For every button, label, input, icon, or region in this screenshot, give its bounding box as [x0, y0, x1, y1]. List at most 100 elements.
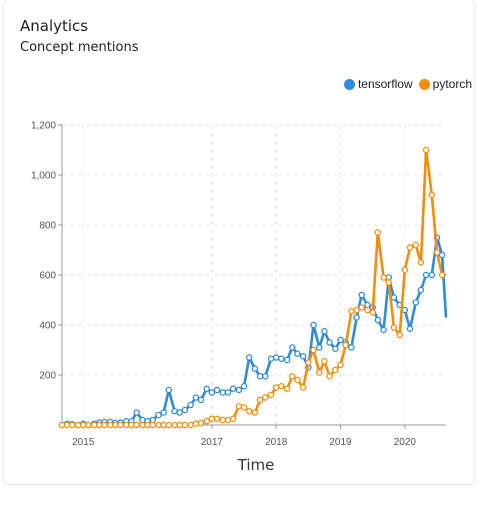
data-point-pytorch	[79, 421, 87, 429]
data-point-pytorch	[438, 271, 446, 279]
y-tick-label: 200	[39, 371, 56, 382]
data-point-pytorch	[412, 241, 420, 249]
data-point-pytorch	[294, 376, 301, 384]
data-point-pytorch	[428, 191, 436, 199]
data-point-tensorflow	[428, 271, 436, 279]
data-point-pytorch	[144, 421, 151, 429]
legend-swatch-tensorflow	[343, 78, 355, 90]
data-point-pytorch	[203, 417, 210, 425]
data-point-pytorch	[85, 421, 92, 429]
data-point-tensorflow	[310, 321, 317, 329]
series-line-pytorch	[62, 148, 446, 427]
data-point-pytorch	[112, 421, 119, 429]
data-point-pytorch	[316, 369, 323, 376]
data-point-tensorflow	[181, 406, 189, 414]
legend-item-tensorflow[interactable]: tensorflow	[343, 77, 413, 91]
data-point-tensorflow	[192, 394, 200, 401]
data-point-pytorch	[364, 306, 371, 314]
data-point-pytorch	[139, 421, 146, 429]
data-point-tensorflow	[374, 316, 382, 324]
data-point-pytorch	[187, 421, 194, 429]
data-point-pytorch	[123, 421, 130, 429]
data-point-pytorch	[58, 421, 66, 429]
data-point-pytorch	[101, 421, 108, 429]
data-point-tensorflow	[321, 327, 328, 335]
data-point-pytorch	[422, 146, 430, 154]
data-point-pytorch	[267, 391, 275, 399]
data-point-pytorch	[278, 382, 285, 390]
data-point-pytorch	[326, 372, 333, 380]
y-tick-label: 1,200	[31, 121, 56, 132]
data-point-tensorflow	[256, 372, 264, 380]
legend-label-pytorch: pytorch	[432, 77, 472, 91]
data-point-pytorch	[171, 421, 178, 429]
data-point-pytorch	[176, 421, 183, 429]
data-point-pytorch	[401, 266, 409, 274]
data-point-tensorflow	[267, 355, 275, 362]
x-axis-title: Time	[237, 456, 275, 474]
data-point-pytorch	[117, 421, 124, 429]
legend-swatch-pytorch	[418, 78, 430, 90]
data-point-tensorflow	[165, 386, 173, 394]
data-point-pytorch	[219, 416, 227, 424]
legend-item-pytorch[interactable]: pytorch	[418, 77, 472, 91]
data-point-tensorflow	[262, 372, 269, 380]
data-point-pytorch	[385, 279, 393, 286]
data-point-pytorch	[192, 420, 200, 427]
data-point-pytorch	[337, 361, 344, 369]
data-point-pytorch	[310, 346, 317, 354]
data-point-tensorflow	[390, 294, 398, 301]
data-point-pytorch	[106, 421, 114, 429]
data-point-tensorflow	[187, 401, 194, 409]
data-point-pytorch	[417, 259, 425, 266]
data-point-pytorch	[433, 249, 441, 256]
data-point-tensorflow	[294, 350, 301, 357]
data-point-pytorch	[390, 324, 398, 331]
data-point-tensorflow	[326, 339, 333, 346]
data-point-pytorch	[289, 372, 296, 380]
data-point-pytorch	[369, 309, 376, 316]
data-point-tensorflow	[316, 344, 323, 351]
data-point-pytorch	[128, 421, 135, 429]
data-point-pytorch	[181, 421, 189, 429]
data-point-tensorflow	[348, 344, 355, 351]
data-point-pytorch	[96, 421, 103, 429]
data-point-pytorch	[374, 229, 382, 236]
data-point-tensorflow	[278, 355, 285, 362]
data-point-tensorflow	[203, 385, 210, 392]
data-point-tensorflow	[176, 409, 183, 416]
data-point-pytorch	[229, 415, 237, 422]
data-point-pytorch	[321, 357, 328, 365]
data-point-tensorflow	[438, 251, 446, 259]
y-tick-label: 600	[39, 271, 56, 282]
data-point-tensorflow	[299, 352, 307, 360]
data-point-tensorflow	[283, 356, 291, 364]
data-point-pytorch	[69, 421, 76, 429]
data-point-tensorflow	[235, 386, 243, 394]
data-point-tensorflow	[160, 409, 167, 416]
card-title: Analytics	[20, 17, 89, 35]
data-point-tensorflow	[213, 386, 221, 394]
data-point-tensorflow	[219, 389, 227, 396]
data-point-tensorflow	[289, 344, 296, 351]
data-point-pytorch	[160, 421, 167, 429]
data-point-pytorch	[208, 415, 216, 422]
data-point-pytorch	[256, 396, 264, 404]
chart-legend: tensorflow pytorch	[338, 77, 472, 91]
data-point-tensorflow	[240, 382, 248, 390]
data-point-tensorflow	[155, 411, 162, 419]
data-point-pytorch	[133, 421, 140, 429]
data-point-pytorch	[251, 409, 259, 416]
x-tick-label: 2019	[329, 437, 352, 448]
data-point-tensorflow	[406, 325, 414, 332]
data-point-tensorflow	[412, 299, 420, 306]
y-tick-label: 400	[39, 321, 56, 332]
data-point-tensorflow	[171, 407, 178, 415]
data-point-pytorch	[348, 307, 355, 315]
data-point-tensorflow	[332, 345, 339, 352]
data-point-pytorch	[165, 421, 173, 429]
data-point-pytorch	[235, 402, 243, 410]
data-point-pytorch	[262, 394, 269, 401]
data-point-pytorch	[245, 407, 253, 415]
